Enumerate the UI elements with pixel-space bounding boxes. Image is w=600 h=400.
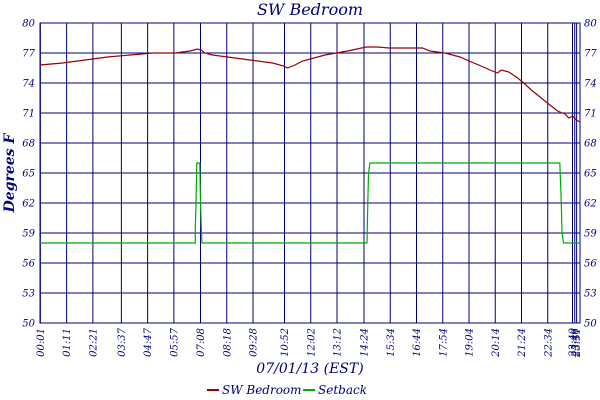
x-tick-label: 23:46	[570, 327, 581, 357]
y-tick-label-right: 71	[584, 109, 597, 120]
y-tick-label-right: 50	[584, 319, 597, 330]
legend-label: SW Bedroom	[222, 383, 302, 397]
x-tick-label: 20:14	[491, 328, 502, 358]
x-tick-label: 05:57	[169, 327, 180, 356]
y-tick-label-right: 53	[584, 289, 597, 300]
x-tick-label: 09:28	[249, 328, 260, 357]
y-tick-label-right: 77	[584, 49, 597, 60]
x-tick-label: 23:51	[572, 328, 583, 358]
x-tick-label: 17:54	[438, 328, 449, 357]
series-layer	[39, 46, 581, 244]
y-tick-label-left: 56	[22, 259, 35, 270]
x-axis-label: 07/01/13 (EST)	[256, 361, 363, 377]
legend-label: Setback	[318, 383, 367, 397]
y-tick-label-left: 53	[22, 289, 35, 300]
x-tick-label: 10:52	[280, 328, 291, 357]
y-tick-label-right: 74	[584, 79, 597, 90]
y-tick-label-left: 68	[22, 139, 35, 150]
x-tick-label: 19:04	[465, 328, 476, 357]
series-line-sw-bedroom	[39, 46, 581, 123]
x-tick-label: 22:34	[543, 328, 554, 358]
y-tick-label-left: 74	[22, 79, 35, 90]
y-tick-label-left: 77	[22, 49, 35, 60]
x-tick-label: 03:37	[117, 327, 128, 356]
y-tick-label-left: 65	[22, 169, 35, 180]
y-axis-left: 50 53 56 59 62 65 68 71 74 77 80	[22, 19, 35, 330]
y-tick-label-right: 80	[584, 19, 597, 30]
x-tick-label: 00:01	[36, 328, 47, 357]
y-tick-label-right: 59	[584, 229, 597, 240]
x-tick-label: 01:11	[62, 328, 73, 357]
x-tick-label: 12:02	[306, 328, 317, 357]
y-tick-label-left: 59	[22, 229, 35, 240]
series-line-setback	[40, 162, 580, 244]
x-tick-label: 08:18	[222, 328, 233, 357]
chart-grid	[39, 22, 580, 324]
y-axis-right: 50 53 56 59 62 65 68 71 74 77 80	[584, 19, 597, 330]
y-tick-label-right: 56	[584, 259, 597, 270]
y-tick-label-right: 68	[584, 139, 597, 150]
x-tick-label: 07:08	[196, 328, 207, 357]
x-tick-label: 14:24	[360, 328, 371, 357]
x-tick-label: 21:24	[517, 328, 528, 358]
y-tick-label-left: 62	[22, 199, 35, 210]
x-tick-label: 16:44	[412, 328, 423, 357]
y-tick-label-right: 65	[584, 169, 597, 180]
chart-title: SW Bedroom	[257, 0, 363, 19]
x-axis: 00:01 01:11 02:21 03:37 04:47 05:57 07:08 08:18…	[36, 327, 583, 357]
y-tick-label-left: 71	[22, 109, 35, 120]
x-tick-label: 04:47	[143, 327, 154, 356]
legend: SW Bedroom Setback	[207, 383, 367, 397]
y-tick-label-left: 50	[22, 319, 35, 330]
x-tick-label: 23:40	[568, 327, 579, 357]
y-axis-label: Degrees F	[2, 133, 18, 214]
y-tick-label-right: 62	[584, 199, 597, 210]
x-tick-label: 15:34	[386, 328, 397, 357]
x-tick-label: 13:12	[333, 328, 344, 357]
y-tick-label-left: 80	[22, 19, 35, 30]
x-tick-label: 02:21	[88, 328, 99, 357]
plot-frame	[39, 22, 581, 324]
